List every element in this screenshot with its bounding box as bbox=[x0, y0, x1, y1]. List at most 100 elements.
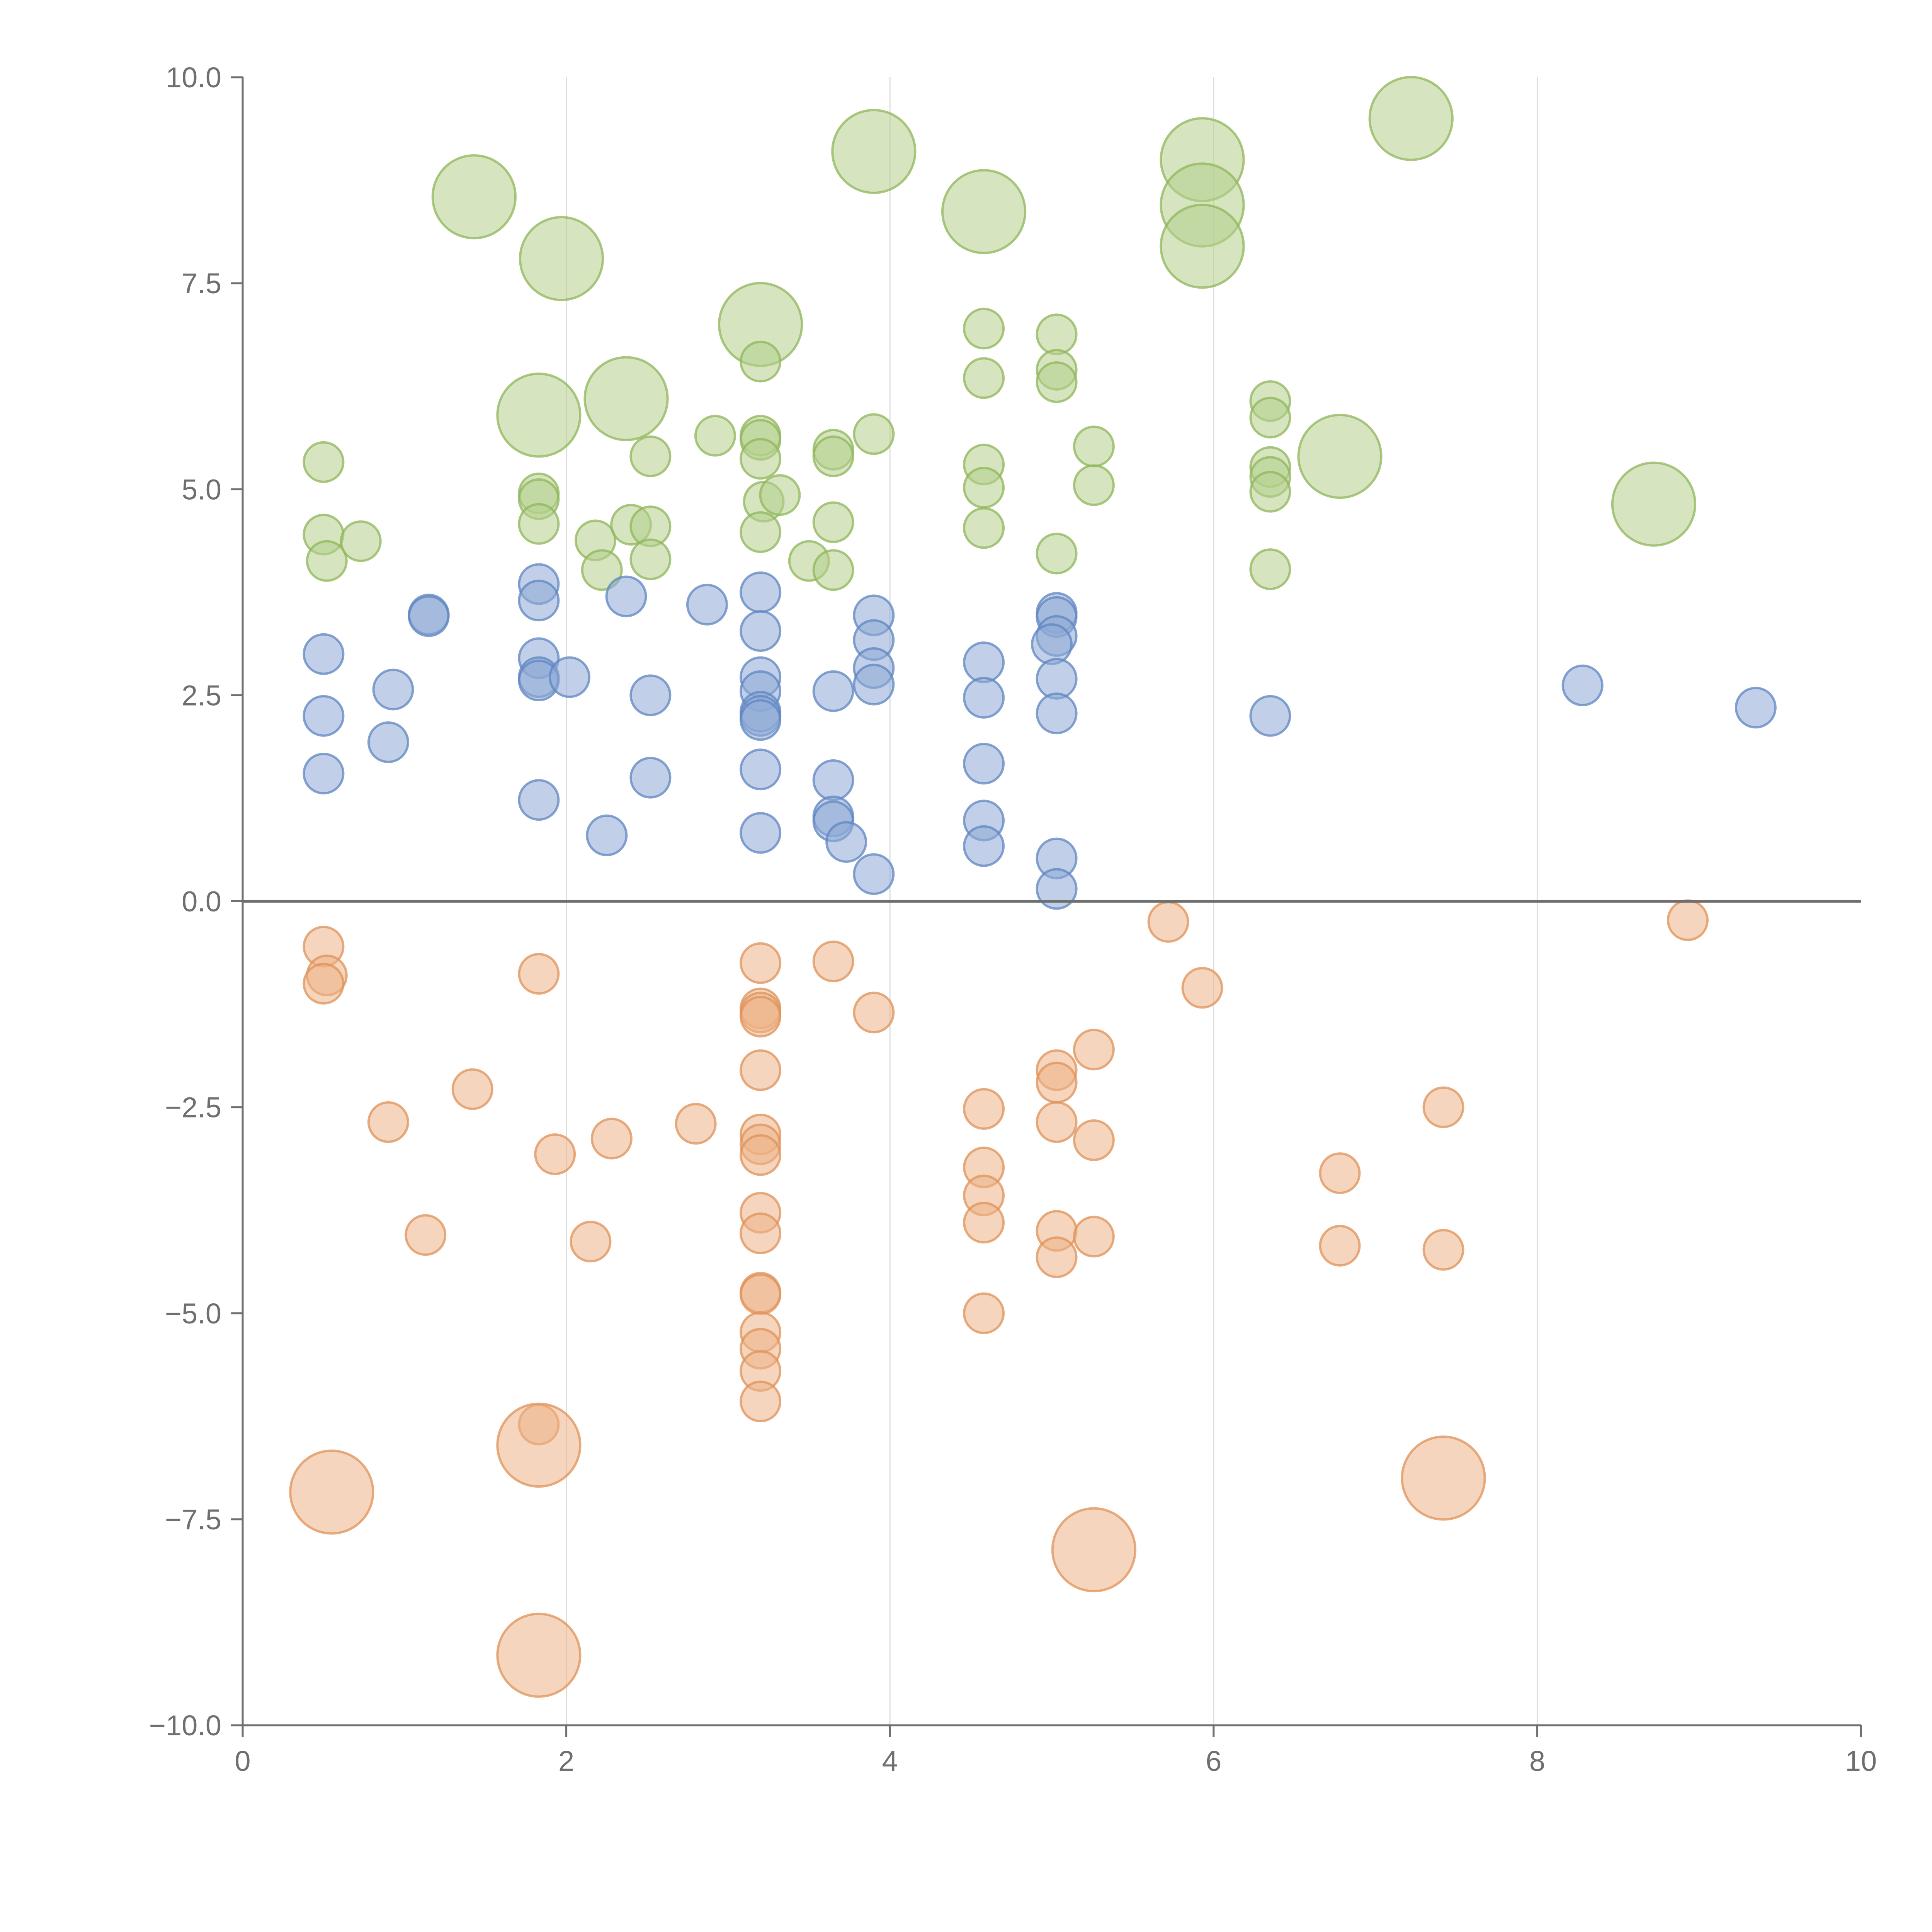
data-point-orange bbox=[963, 1088, 1005, 1130]
data-point-orange bbox=[1036, 1236, 1078, 1278]
data-point-blue bbox=[605, 575, 647, 617]
data-point-orange bbox=[1422, 1229, 1464, 1271]
data-point-blue bbox=[963, 825, 1005, 867]
data-point-green bbox=[1611, 461, 1697, 547]
data-point-orange bbox=[963, 1292, 1005, 1334]
data-point-green bbox=[812, 549, 854, 591]
data-point-blue bbox=[963, 743, 1005, 785]
data-point-green bbox=[1160, 204, 1245, 289]
data-point-orange bbox=[740, 996, 782, 1038]
data-point-green bbox=[1036, 313, 1078, 355]
data-point-blue bbox=[303, 752, 345, 794]
data-point-green bbox=[1073, 464, 1115, 506]
data-point-orange bbox=[1147, 901, 1189, 943]
y-tick-label: −10.0 bbox=[149, 1709, 221, 1742]
data-point-orange bbox=[740, 1212, 782, 1254]
data-point-blue bbox=[1561, 664, 1604, 706]
data-point-blue bbox=[303, 633, 345, 675]
data-point-blue bbox=[586, 814, 628, 856]
data-point-blue bbox=[740, 699, 782, 741]
x-tick-label: 0 bbox=[235, 1745, 250, 1777]
data-point-green bbox=[431, 154, 517, 240]
data-point-orange bbox=[496, 1612, 582, 1698]
data-point-green bbox=[518, 503, 560, 545]
data-point-green bbox=[963, 507, 1005, 549]
data-point-orange bbox=[1319, 1152, 1361, 1194]
data-point-green bbox=[812, 435, 854, 477]
data-point-blue bbox=[740, 571, 782, 613]
data-point-orange bbox=[812, 940, 854, 983]
data-point-blue bbox=[812, 759, 854, 801]
data-point-blue bbox=[1036, 868, 1078, 910]
data-point-green bbox=[1036, 532, 1078, 575]
data-point-orange bbox=[1073, 1029, 1115, 1071]
data-point-orange bbox=[963, 1202, 1005, 1244]
data-point-blue bbox=[853, 663, 895, 706]
data-point-blue bbox=[812, 670, 854, 712]
data-point-green bbox=[1368, 76, 1454, 161]
data-point-blue bbox=[1031, 623, 1073, 665]
data-point-green bbox=[629, 435, 672, 477]
data-point-green bbox=[853, 413, 895, 455]
data-point-green bbox=[740, 340, 782, 383]
data-point-green bbox=[303, 441, 345, 483]
data-point-green bbox=[812, 501, 854, 543]
data-point-blue bbox=[303, 695, 345, 737]
data-point-green bbox=[941, 169, 1027, 254]
x-tick-label: 4 bbox=[882, 1745, 898, 1777]
data-point-green bbox=[340, 520, 382, 562]
data-point-orange bbox=[518, 953, 560, 995]
data-point-green bbox=[963, 308, 1005, 350]
data-point-green bbox=[831, 109, 917, 194]
data-point-orange bbox=[590, 1117, 633, 1160]
data-point-orange bbox=[740, 942, 782, 984]
y-tick-label: 5.0 bbox=[182, 473, 221, 505]
x-tick-label: 8 bbox=[1529, 1745, 1545, 1777]
data-point-orange bbox=[853, 992, 895, 1034]
data-point-orange bbox=[740, 1049, 782, 1091]
data-point-blue bbox=[963, 641, 1005, 684]
data-point-orange bbox=[1422, 1086, 1464, 1128]
data-point-green bbox=[306, 540, 348, 582]
series-blue bbox=[303, 563, 1777, 910]
x-tick-label: 10 bbox=[1845, 1745, 1877, 1777]
data-point-blue bbox=[372, 668, 414, 711]
y-tick-label: 7.5 bbox=[182, 267, 221, 299]
data-point-orange bbox=[405, 1214, 447, 1256]
data-point-blue bbox=[408, 595, 450, 637]
axes: 0 2 4 6 8 10 10.0 7.5 5.0 2.5 0.0 −2.5 −5.0 −7.5 −10.0 bbox=[149, 61, 1877, 1777]
data-point-orange bbox=[1036, 1101, 1078, 1143]
data-point-orange bbox=[534, 1133, 576, 1175]
y-tick-label: 10.0 bbox=[166, 61, 221, 94]
data-point-green bbox=[583, 356, 669, 441]
data-point-green bbox=[1297, 413, 1383, 499]
data-point-orange bbox=[1073, 1216, 1115, 1258]
data-point-orange bbox=[289, 1449, 374, 1535]
data-point-orange bbox=[570, 1221, 612, 1263]
data-point-blue bbox=[548, 656, 590, 698]
data-point-orange bbox=[303, 963, 345, 1005]
data-point-orange bbox=[367, 1101, 409, 1143]
data-point-blue bbox=[740, 812, 782, 854]
x-tick-label: 6 bbox=[1206, 1745, 1221, 1777]
data-point-orange bbox=[740, 1380, 782, 1422]
data-point-blue bbox=[367, 721, 409, 763]
y-tick-label: 2.5 bbox=[182, 679, 221, 711]
data-point-green bbox=[1249, 471, 1291, 513]
data-point-orange bbox=[1181, 967, 1223, 1009]
data-point-blue bbox=[1036, 692, 1078, 735]
data-point-orange bbox=[740, 1134, 782, 1176]
data-point-blue bbox=[629, 757, 672, 799]
data-point-green bbox=[694, 415, 736, 457]
y-tick-label: −7.5 bbox=[165, 1503, 221, 1536]
data-point-blue bbox=[740, 748, 782, 791]
data-point-orange bbox=[675, 1103, 717, 1145]
series-green bbox=[303, 76, 1697, 591]
data-point-green bbox=[740, 438, 782, 480]
data-point-blue bbox=[825, 821, 867, 863]
data-point-green bbox=[581, 549, 623, 591]
data-point-orange bbox=[1401, 1435, 1486, 1521]
data-point-green bbox=[963, 466, 1005, 509]
y-tick-label: 0.0 bbox=[182, 886, 221, 918]
data-point-orange bbox=[1667, 899, 1709, 941]
